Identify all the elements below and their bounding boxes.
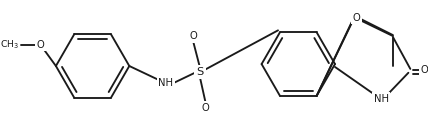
Text: O: O bbox=[352, 13, 360, 23]
Text: S: S bbox=[196, 67, 203, 77]
Text: NH: NH bbox=[374, 94, 389, 104]
Text: O: O bbox=[352, 13, 360, 23]
Text: NH: NH bbox=[158, 78, 173, 88]
Text: CH$_3$: CH$_3$ bbox=[0, 39, 19, 51]
Text: O: O bbox=[189, 31, 197, 41]
Text: O: O bbox=[421, 65, 428, 75]
Text: O: O bbox=[36, 40, 45, 50]
Text: O: O bbox=[202, 103, 209, 112]
